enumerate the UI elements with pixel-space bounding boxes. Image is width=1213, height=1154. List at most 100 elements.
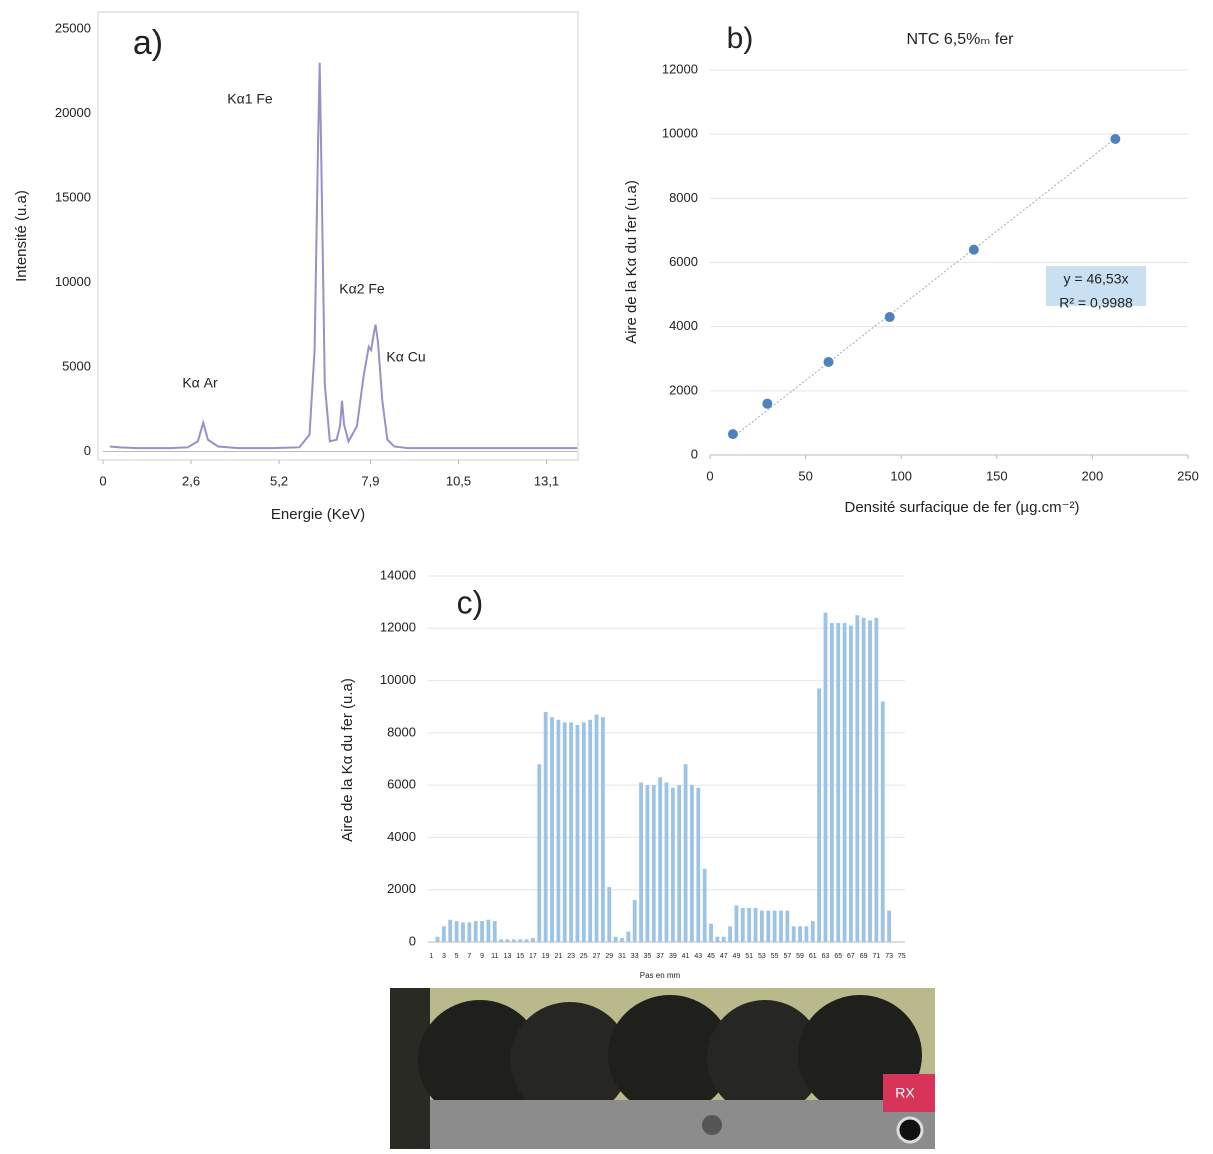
bar bbox=[728, 926, 733, 942]
x-tick-label: 21 bbox=[554, 953, 562, 960]
x-tick-label: 49 bbox=[733, 953, 741, 960]
x-tick-label: 27 bbox=[593, 953, 601, 960]
bar bbox=[550, 717, 554, 942]
bar bbox=[677, 785, 682, 942]
x-tick-label: 65 bbox=[834, 953, 842, 960]
x-tick-label: 2,6 bbox=[182, 473, 200, 488]
metal-plate bbox=[430, 1100, 935, 1149]
x-tick-label: 59 bbox=[796, 953, 804, 960]
bar bbox=[791, 926, 796, 942]
bar bbox=[613, 936, 618, 942]
y-tick-label: 6000 bbox=[669, 254, 698, 269]
x-tick-label: 100 bbox=[890, 468, 912, 483]
bar bbox=[721, 936, 726, 942]
bar bbox=[696, 787, 701, 942]
bar bbox=[435, 936, 440, 942]
x-tick-label: 67 bbox=[847, 953, 855, 960]
annotation: a) bbox=[133, 24, 163, 62]
equation-box bbox=[1046, 266, 1146, 306]
bar bbox=[772, 910, 777, 942]
x-tick-label: 250 bbox=[1177, 468, 1199, 483]
y-tick-label: 10000 bbox=[662, 126, 698, 141]
bar bbox=[632, 900, 637, 942]
bar bbox=[480, 921, 484, 942]
chart-title: NTC 6,5%ₘ fer bbox=[907, 31, 1015, 48]
data-point bbox=[762, 398, 773, 409]
annotation: c) bbox=[457, 584, 484, 620]
y-tick-label: 0 bbox=[691, 446, 698, 461]
bar bbox=[569, 722, 574, 942]
y-tick-label: 6000 bbox=[387, 777, 416, 792]
bar bbox=[607, 887, 612, 942]
x-tick-label: 75 bbox=[898, 953, 906, 960]
x-tick-label: 47 bbox=[720, 953, 728, 960]
x-tick-label: 45 bbox=[707, 953, 715, 960]
x-tick-label: 39 bbox=[669, 953, 677, 960]
bar bbox=[518, 939, 523, 942]
x-tick-label: 57 bbox=[783, 953, 791, 960]
bar bbox=[600, 717, 605, 942]
y-tick-label: 25000 bbox=[55, 20, 91, 35]
sample bbox=[707, 1000, 823, 1116]
bar bbox=[486, 919, 491, 942]
x-axis-title: Pas en mm bbox=[640, 971, 681, 980]
y-tick-label: 4000 bbox=[387, 829, 416, 844]
bar bbox=[588, 719, 593, 942]
x-tick-label: 33 bbox=[631, 953, 639, 960]
x-tick-label: 7 bbox=[467, 953, 471, 960]
x-tick-label: 53 bbox=[758, 953, 766, 960]
bar bbox=[874, 617, 879, 942]
x-tick-label: 3 bbox=[442, 953, 446, 960]
rx-tag bbox=[883, 1074, 935, 1112]
y-tick-label: 8000 bbox=[387, 724, 416, 739]
annotation: Kα Ar bbox=[182, 375, 218, 391]
x-tick-label: 63 bbox=[822, 953, 830, 960]
rx-label: RX bbox=[895, 1085, 915, 1101]
bar bbox=[829, 623, 834, 942]
bar bbox=[639, 782, 643, 942]
bar bbox=[880, 701, 885, 942]
bar bbox=[798, 926, 802, 942]
x-tick-label: 5 bbox=[455, 953, 459, 960]
x-tick-label: 51 bbox=[745, 953, 753, 960]
photo: RX bbox=[390, 988, 935, 1149]
bar bbox=[709, 923, 713, 942]
bar bbox=[575, 725, 580, 942]
x-tick-label: 17 bbox=[529, 953, 537, 960]
y-axis-title: Aire de la Kα du fer (u.a) bbox=[623, 180, 640, 344]
bar bbox=[651, 785, 656, 942]
bar bbox=[753, 908, 758, 942]
y-tick-label: 2000 bbox=[669, 382, 698, 397]
x-axis-title: Densité surfacique de fer (µg.cm⁻²) bbox=[845, 499, 1080, 516]
x-tick-label: 9 bbox=[480, 953, 484, 960]
x-axis-title: Energie (KeV) bbox=[271, 506, 365, 523]
bar bbox=[747, 908, 752, 942]
y-tick-label: 20000 bbox=[55, 105, 91, 120]
y-axis-title: Aire de la Kα du fer (u.a) bbox=[339, 678, 356, 842]
x-tick-label: 1 bbox=[429, 953, 433, 960]
plot-frame bbox=[97, 11, 579, 461]
bar bbox=[454, 921, 459, 942]
x-tick-label: 55 bbox=[771, 953, 779, 960]
bar bbox=[448, 919, 453, 942]
bar bbox=[511, 939, 516, 942]
bar bbox=[766, 910, 771, 942]
y-tick-label: 12000 bbox=[380, 620, 416, 635]
x-tick-label: 10,5 bbox=[446, 473, 471, 488]
y-axis-title: Intensité (u.a) bbox=[13, 190, 30, 282]
data-point bbox=[727, 429, 738, 440]
spectrum-line bbox=[109, 62, 577, 450]
x-tick-label: 11 bbox=[491, 953, 498, 960]
trendline bbox=[732, 138, 1116, 438]
y-tick-label: 10000 bbox=[380, 672, 416, 687]
data-point bbox=[884, 312, 895, 323]
x-tick-label: 69 bbox=[860, 953, 868, 960]
bar bbox=[467, 922, 472, 942]
annotation: Kα1 Fe bbox=[227, 91, 273, 107]
x-tick-label: 61 bbox=[809, 953, 817, 960]
bar bbox=[759, 910, 764, 942]
y-tick-label: 0 bbox=[409, 933, 416, 948]
annotation: Kα2 Fe bbox=[339, 281, 385, 297]
bar bbox=[734, 905, 739, 942]
x-tick-label: 35 bbox=[644, 953, 652, 960]
